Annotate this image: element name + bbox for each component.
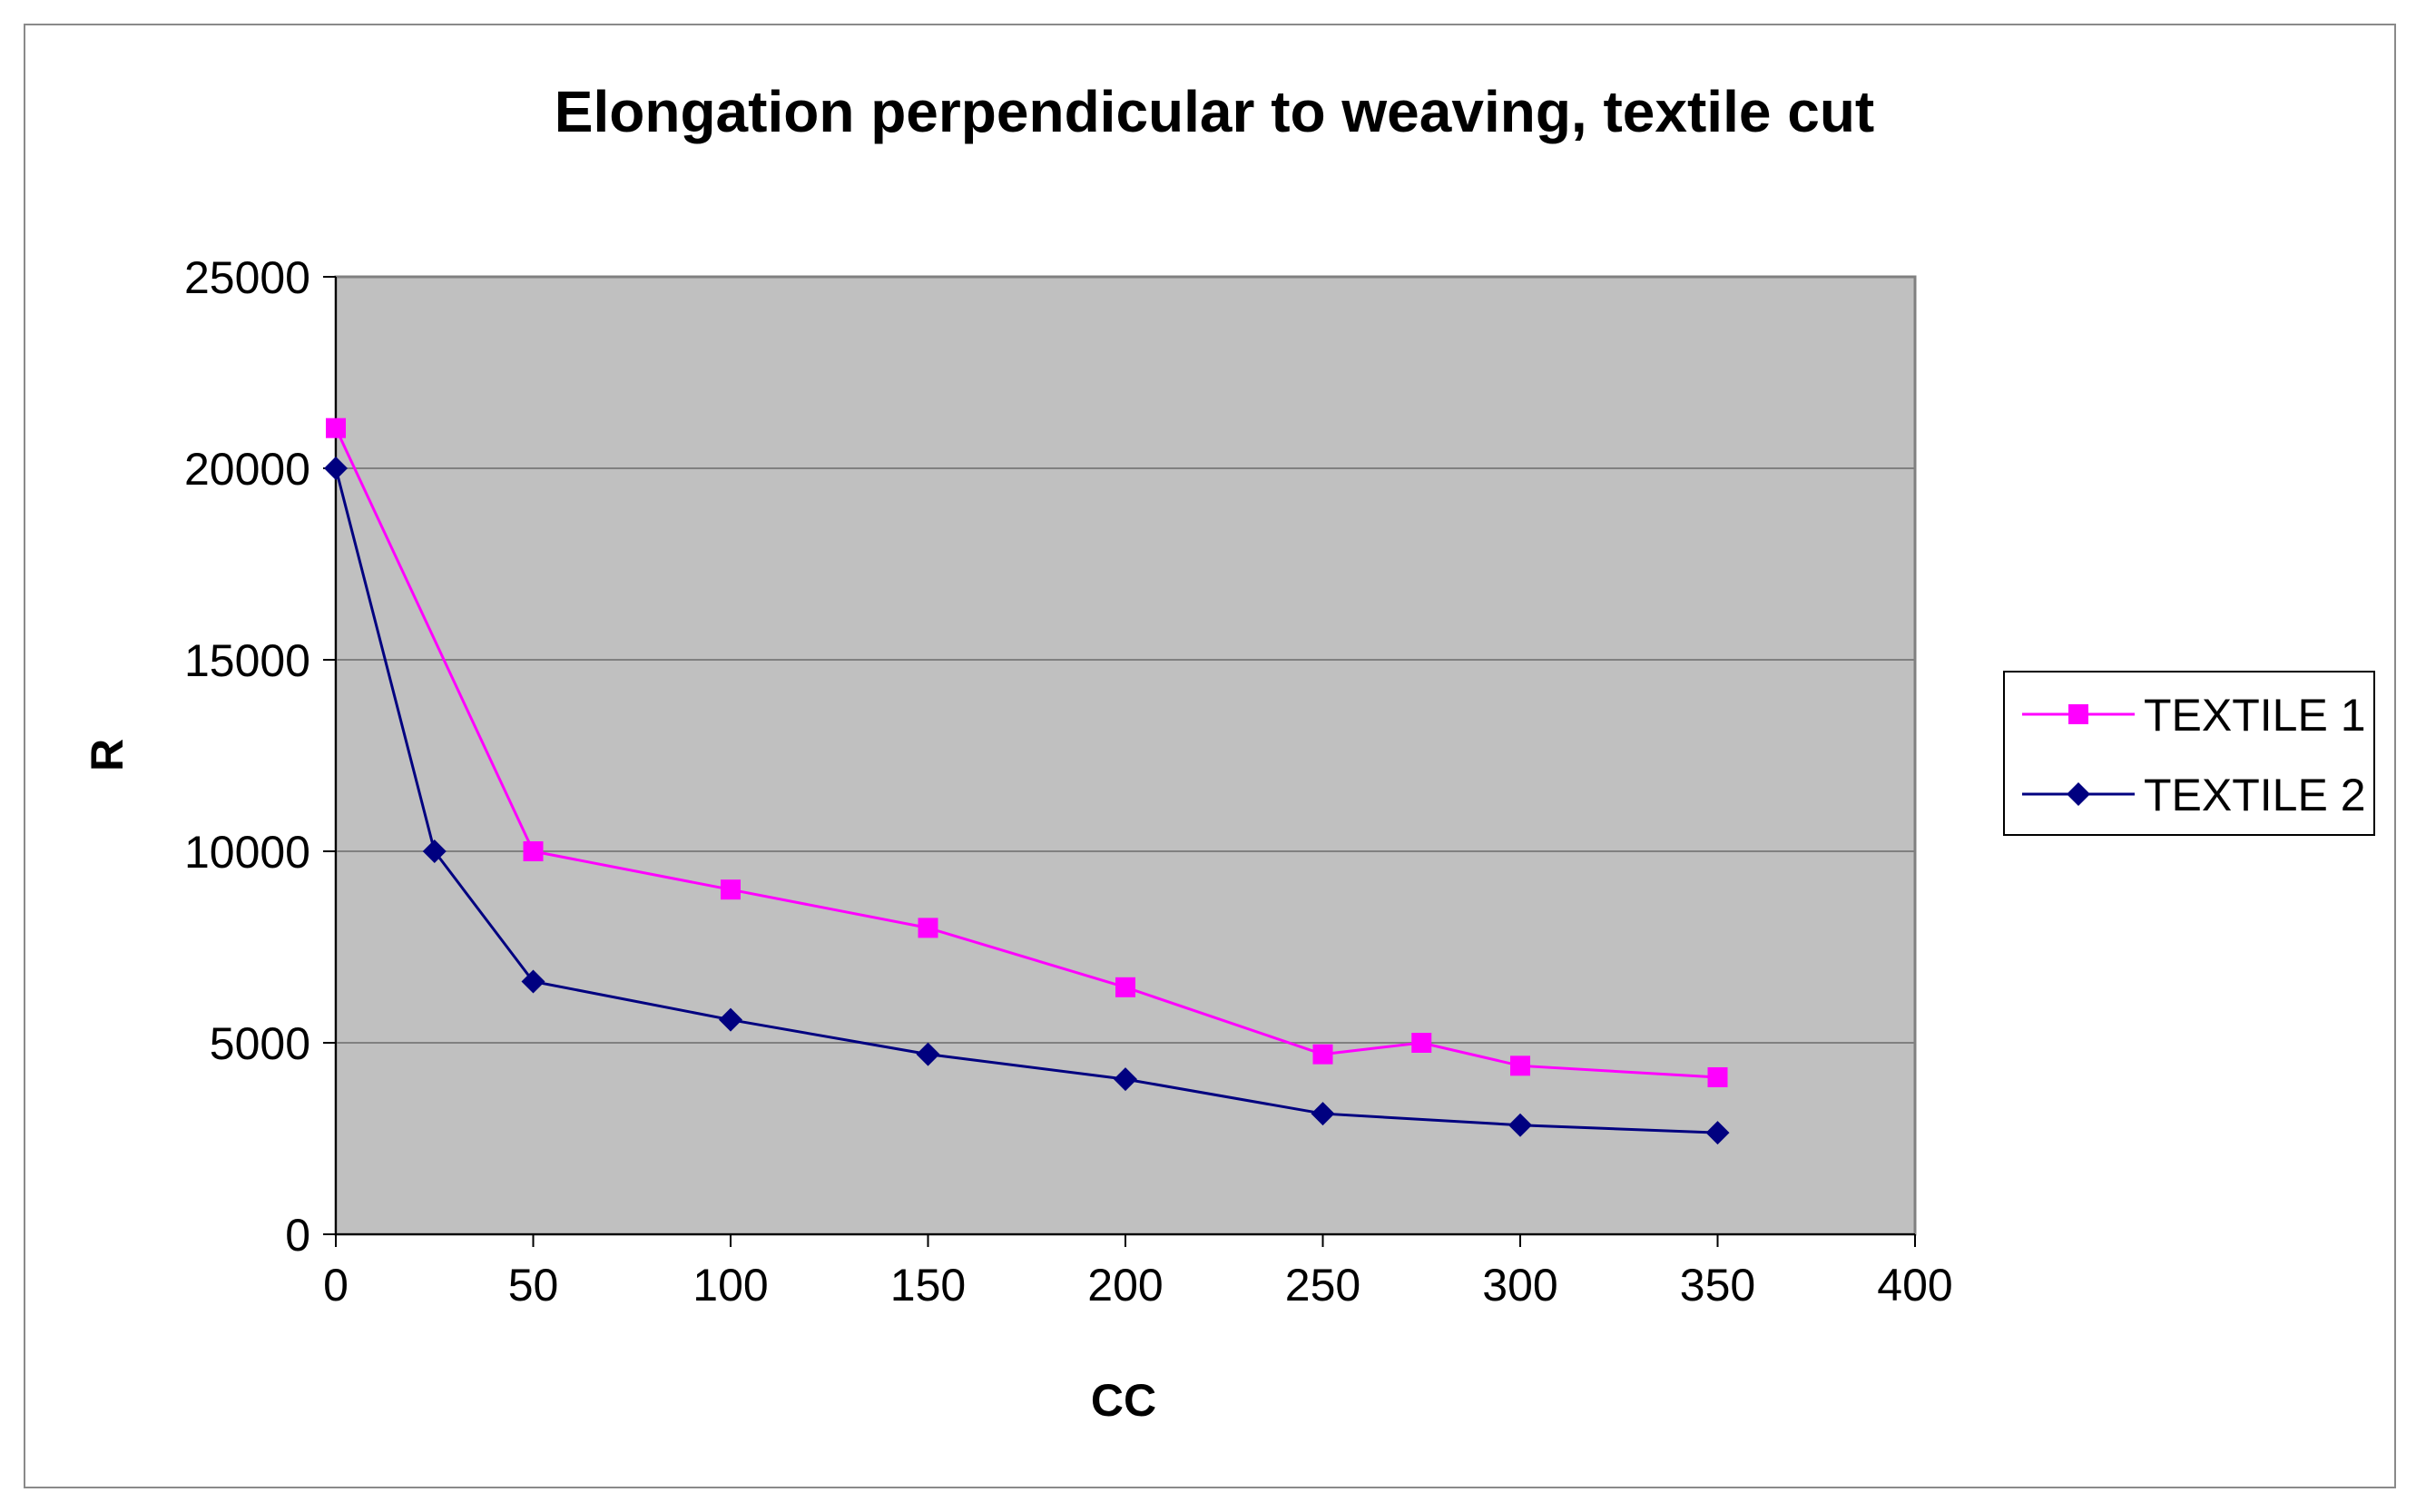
data-point [521,969,545,994]
data-point [1707,1066,1728,1087]
data-point [1115,977,1135,997]
data-point [1411,1033,1432,1053]
series-1 [326,417,1728,1087]
x-tick-label: 400 [1877,1260,1952,1311]
data-point [1114,1067,1137,1092]
data-point [721,879,741,900]
legend-marker [2067,782,2090,806]
series-2 [324,457,1730,1145]
x-axis-ticks: 0 50 100 150 200 250 300 350 400 [323,1234,1953,1311]
x-tick-label: 50 [508,1260,559,1311]
x-tick-label: 300 [1482,1260,1557,1311]
x-tick-label: 150 [890,1260,966,1311]
y-tick-label: 25000 [184,252,310,303]
data-point [1312,1044,1333,1065]
x-tick-label: 250 [1285,1260,1360,1311]
y-tick-label: 0 [285,1210,310,1261]
data-point [916,1042,940,1066]
chart-title: Elongation perpendicular to weaving, tex… [555,79,1874,144]
legend-label: TEXTILE 1 [2144,690,2366,741]
data-point [523,841,544,861]
legend-box [2003,671,2375,836]
x-tick-label: 350 [1680,1260,1755,1311]
x-tick-label: 100 [692,1260,768,1311]
series-group [324,417,1730,1145]
data-point [1705,1121,1730,1145]
legend-marker [2068,704,2088,724]
y-tick-label: 5000 [210,1018,310,1069]
data-point [1311,1102,1335,1126]
y-tick-label: 10000 [184,827,310,878]
legend-label: TEXTILE 2 [2144,770,2366,820]
y-axis-label: R [82,739,133,771]
x-tick-label: 0 [323,1260,349,1311]
data-point [918,918,938,938]
data-point [719,1007,742,1032]
x-axis-label: CC [1091,1375,1156,1426]
gridlines [336,467,1915,1044]
data-point [324,457,348,480]
y-tick-label: 15000 [184,635,310,686]
data-point [326,417,346,438]
legend: TEXTILE 1 TEXTILE 2 [2003,671,2375,836]
data-point [1510,1055,1530,1076]
x-tick-label: 200 [1087,1260,1163,1311]
data-point [1508,1113,1532,1137]
y-axis-ticks: 0 5000 10000 15000 20000 25000 [184,252,336,1261]
data-point [422,839,447,863]
y-tick-label: 20000 [184,444,310,495]
